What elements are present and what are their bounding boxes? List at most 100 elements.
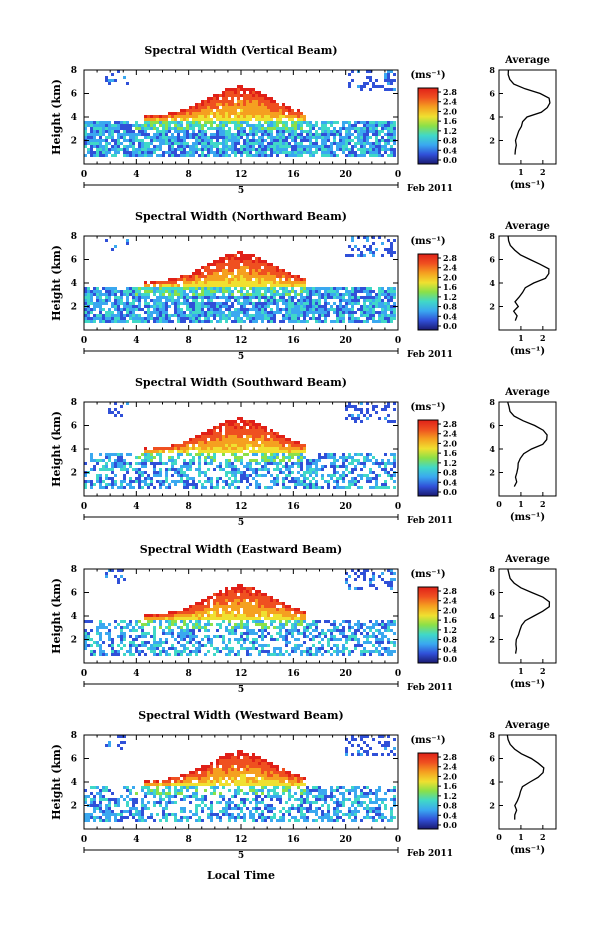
y-tick-label: 2 [71, 137, 77, 147]
avg-x-tick-label: 1 [518, 499, 524, 509]
y-axis-label: Height (km) [50, 411, 63, 487]
x-tick-label: 16 [287, 669, 300, 679]
x-tick-label: 12 [235, 835, 248, 845]
avg-y-tick-label: 4 [489, 777, 495, 787]
x-tick-label: 12 [235, 170, 248, 180]
x-tick-label: 4 [133, 336, 139, 346]
x-tick-label: 0 [81, 669, 87, 679]
avg-profile-line [508, 70, 550, 155]
colorbar-tick-label: 2.8 [443, 419, 457, 429]
x-tick-label: 20 [339, 170, 352, 180]
colorbar-unit: (ms⁻¹) [410, 70, 445, 81]
y-tick-label: 2 [71, 303, 77, 313]
y-tick-label: 8 [71, 398, 77, 408]
colorbar-tick-label: 1.6 [443, 282, 457, 292]
colorbar-tick-label: 0.4 [443, 145, 457, 155]
colorbar-unit: (ms⁻¹) [410, 402, 445, 413]
date-label: Feb 2011 [407, 184, 453, 194]
x-tick-label: 0 [81, 835, 87, 845]
y-axis-label: Height (km) [50, 744, 63, 820]
colorbar-tick-label: 2.0 [443, 771, 457, 781]
colorbar-tick-label: 0.4 [443, 810, 457, 820]
avg-x-tick-label: 2 [540, 167, 546, 177]
colorbar-tick-label: 1.2 [443, 126, 457, 136]
panel-title: Spectral Width (Vertical Beam) [144, 44, 337, 57]
colorbar-tick-label: 1.2 [443, 458, 457, 468]
colorbar [418, 254, 438, 330]
y-tick-label: 6 [71, 755, 77, 765]
avg-unit-label: (ms⁻¹) [510, 346, 545, 357]
x-tick-label: 8 [186, 669, 192, 679]
colorbar-tick-label: 0.0 [443, 487, 457, 497]
avg-x-tick-label: 1 [518, 333, 524, 343]
colorbar-tick-label: 1.2 [443, 625, 457, 635]
colorbar-tick-label: 1.2 [443, 791, 457, 801]
colorbar-tick-label: 0.0 [443, 654, 457, 664]
y-tick-label: 4 [71, 445, 77, 455]
colorbar-unit: (ms⁻¹) [410, 569, 445, 580]
avg-y-tick-label: 4 [489, 112, 495, 122]
avg-unit-label: (ms⁻¹) [510, 845, 545, 856]
heatmap-cells [84, 735, 396, 822]
colorbar-tick-label: 2.8 [443, 253, 457, 263]
x-tick-label: 0 [395, 336, 401, 346]
y-tick-label: 2 [71, 469, 77, 479]
y-axis-label: Height (km) [50, 79, 63, 155]
y-axis-label: Height (km) [50, 245, 63, 321]
avg-profile-line [508, 569, 550, 654]
x-tick-label: 12 [235, 336, 248, 346]
y-tick-label: 2 [71, 636, 77, 646]
colorbar-tick-label: 2.0 [443, 605, 457, 615]
colorbar-tick-label: 1.6 [443, 615, 457, 625]
colorbar-tick-label: 2.0 [443, 438, 457, 448]
colorbar-tick-label: 2.8 [443, 586, 457, 596]
x-tick-label: 0 [395, 835, 401, 845]
y-tick-label: 4 [71, 279, 77, 289]
y-tick-label: 8 [71, 66, 77, 76]
colorbar-tick-label: 2.4 [443, 596, 457, 606]
date-label: Feb 2011 [407, 849, 453, 859]
colorbar-tick-label: 0.0 [443, 155, 457, 165]
panel-title: Spectral Width (Eastward Beam) [140, 543, 342, 556]
day-label: 5 [238, 518, 244, 528]
avg-title: Average [504, 55, 550, 66]
x-tick-label: 8 [186, 336, 192, 346]
y-tick-label: 2 [71, 802, 77, 812]
colorbar-tick-label: 2.4 [443, 762, 457, 772]
heatmap-cells [84, 236, 396, 323]
avg-title: Average [504, 554, 550, 565]
avg-y-tick-label: 4 [489, 278, 495, 288]
colorbar-tick-label: 0.0 [443, 321, 457, 331]
x-tick-label: 0 [395, 170, 401, 180]
colorbar-tick-label: 2.4 [443, 97, 457, 107]
avg-y-tick-label: 8 [489, 65, 495, 75]
avg-frame [499, 236, 556, 330]
date-label: Feb 2011 [407, 350, 453, 360]
colorbar-tick-label: 2.8 [443, 752, 457, 762]
x-tick-label: 0 [81, 336, 87, 346]
avg-x-tick-label: 2 [540, 832, 546, 842]
x-tick-label: 20 [339, 669, 352, 679]
avg-y-tick-label: 6 [489, 754, 495, 764]
colorbar-tick-label: 0.8 [443, 136, 457, 146]
avg-x-tick-label: 0 [496, 832, 502, 842]
avg-x-tick-label: 2 [540, 499, 546, 509]
avg-y-tick-label: 6 [489, 588, 495, 598]
avg-unit-label: (ms⁻¹) [510, 512, 545, 523]
avg-y-tick-label: 8 [489, 730, 495, 740]
y-tick-label: 6 [71, 589, 77, 599]
colorbar-tick-label: 1.6 [443, 116, 457, 126]
colorbar-tick-label: 2.0 [443, 106, 457, 116]
colorbar [418, 587, 438, 663]
date-label: Feb 2011 [407, 683, 453, 693]
colorbar-tick-label: 2.4 [443, 263, 457, 273]
avg-y-tick-label: 2 [489, 302, 495, 312]
y-tick-label: 6 [71, 90, 77, 100]
avg-y-tick-label: 2 [489, 635, 495, 645]
day-label: 5 [238, 186, 244, 196]
